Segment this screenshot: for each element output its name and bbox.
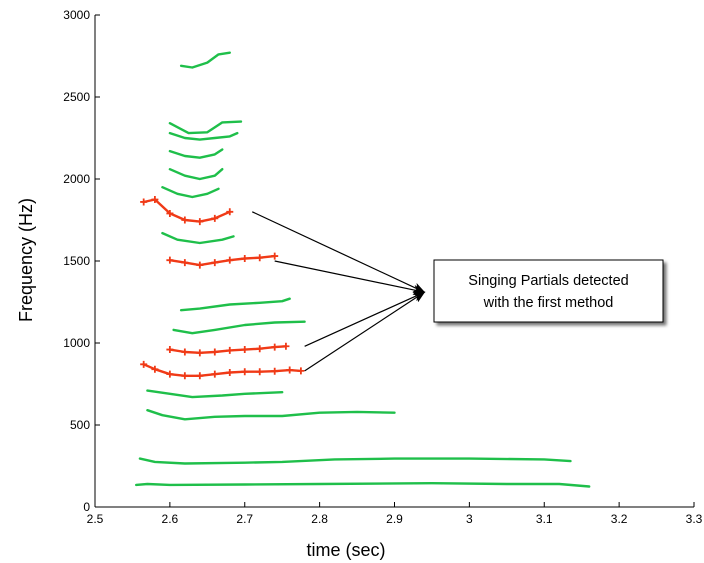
singing-partial-marker (181, 372, 189, 380)
x-axis-label: time (sec) (306, 540, 385, 560)
annotation-arrow (274, 260, 426, 295)
singing-partial-marker (151, 365, 159, 373)
x-tick-label: 3.1 (536, 512, 553, 526)
singing-partial-marker (196, 261, 204, 269)
singing-partial-marker (211, 348, 219, 356)
singing-partial-marker (241, 346, 249, 354)
singing-partial-marker (271, 367, 279, 375)
partial-line (168, 120, 243, 135)
singing-partial-marker (140, 198, 148, 206)
partial-line (179, 51, 232, 69)
annotation-text-line-1: Singing Partials detected (468, 273, 628, 289)
y-ticks: 0 500 1000 1500 2000 2500 3000 (63, 8, 100, 514)
y-tick-label: 2000 (63, 172, 90, 186)
y-axis-label: Frequency (Hz) (16, 198, 36, 322)
singing-partial-marker (297, 367, 305, 375)
x-tick-label: 2.6 (162, 512, 179, 526)
axes: 2.5 2.6 2.7 2.8 2.9 3 3.1 3.2 3.3 0 500 1000 1500 20… (63, 8, 702, 526)
singing-partial-marker (256, 254, 264, 262)
x-ticks: 2.5 2.6 2.7 2.8 2.9 3 3.1 3.2 3.3 (87, 502, 703, 526)
singing-partial-marker (166, 256, 174, 264)
singing-partial-marker (181, 348, 189, 356)
singing-partial-marker (166, 346, 174, 354)
y-tick-label: 0 (83, 500, 90, 514)
singing-partial-marker (282, 342, 290, 350)
singing-partial-marker (211, 214, 219, 222)
partial-line (138, 457, 572, 465)
x-tick-label: 3.3 (686, 512, 703, 526)
y-tick-label: 1000 (63, 336, 90, 350)
singing-partial-marker (211, 370, 219, 378)
annotation-arrow (251, 211, 426, 293)
partial-line (134, 482, 591, 488)
partial-line (146, 409, 396, 421)
singing-partial-marker (196, 372, 204, 380)
annotation-text-line-2: with the first method (483, 295, 614, 311)
partial-line (146, 389, 284, 399)
partial-line (179, 297, 291, 312)
x-tick-label: 2.5 (87, 512, 104, 526)
y-tick-label: 1500 (63, 254, 90, 268)
singing-partial-marker (166, 370, 174, 378)
annotation-arrow (304, 291, 426, 347)
y-tick-label: 2500 (63, 90, 90, 104)
series-group (134, 51, 591, 488)
singing-partial-marker (211, 259, 219, 267)
singing-partial-marker (166, 209, 174, 217)
singing-partial-marker (226, 369, 234, 377)
y-tick-label: 500 (70, 418, 90, 432)
singing-partial-marker (256, 345, 264, 353)
x-tick-label: 3 (466, 512, 473, 526)
singing-partial-marker (241, 255, 249, 263)
singing-partial-marker (151, 196, 159, 203)
singing-partial-marker (286, 366, 294, 374)
x-tick-label: 3.2 (611, 512, 628, 526)
annotation-arrows (251, 211, 426, 372)
x-tick-label: 2.7 (236, 512, 253, 526)
singing-partial-marker (196, 218, 204, 226)
partial-line (161, 231, 235, 245)
singing-partial-marker (226, 208, 234, 216)
x-tick-label: 2.9 (386, 512, 403, 526)
singing-partial-marker (196, 349, 204, 357)
annotation: Singing Partials detected with the first… (251, 211, 664, 372)
singing-partial-marker (271, 252, 279, 260)
partial-line (168, 131, 239, 141)
partial-line (168, 148, 224, 159)
singing-partial-marker (226, 346, 234, 354)
partial-line (168, 167, 224, 181)
x-tick-label: 2.8 (311, 512, 328, 526)
singing-partial-marker (241, 368, 249, 376)
partial-line (161, 185, 220, 199)
partial-line (172, 320, 306, 335)
y-tick-label: 3000 (63, 8, 90, 22)
annotation-box (433, 259, 664, 323)
annotation-arrow (304, 291, 426, 372)
singing-partial-marker (181, 259, 189, 267)
singing-partial-marker (271, 343, 279, 351)
singing-partial-marker (181, 216, 189, 224)
singing-partial-marker (226, 256, 234, 264)
singing-partial-marker (256, 368, 264, 376)
singing-partial-marker (140, 360, 148, 368)
